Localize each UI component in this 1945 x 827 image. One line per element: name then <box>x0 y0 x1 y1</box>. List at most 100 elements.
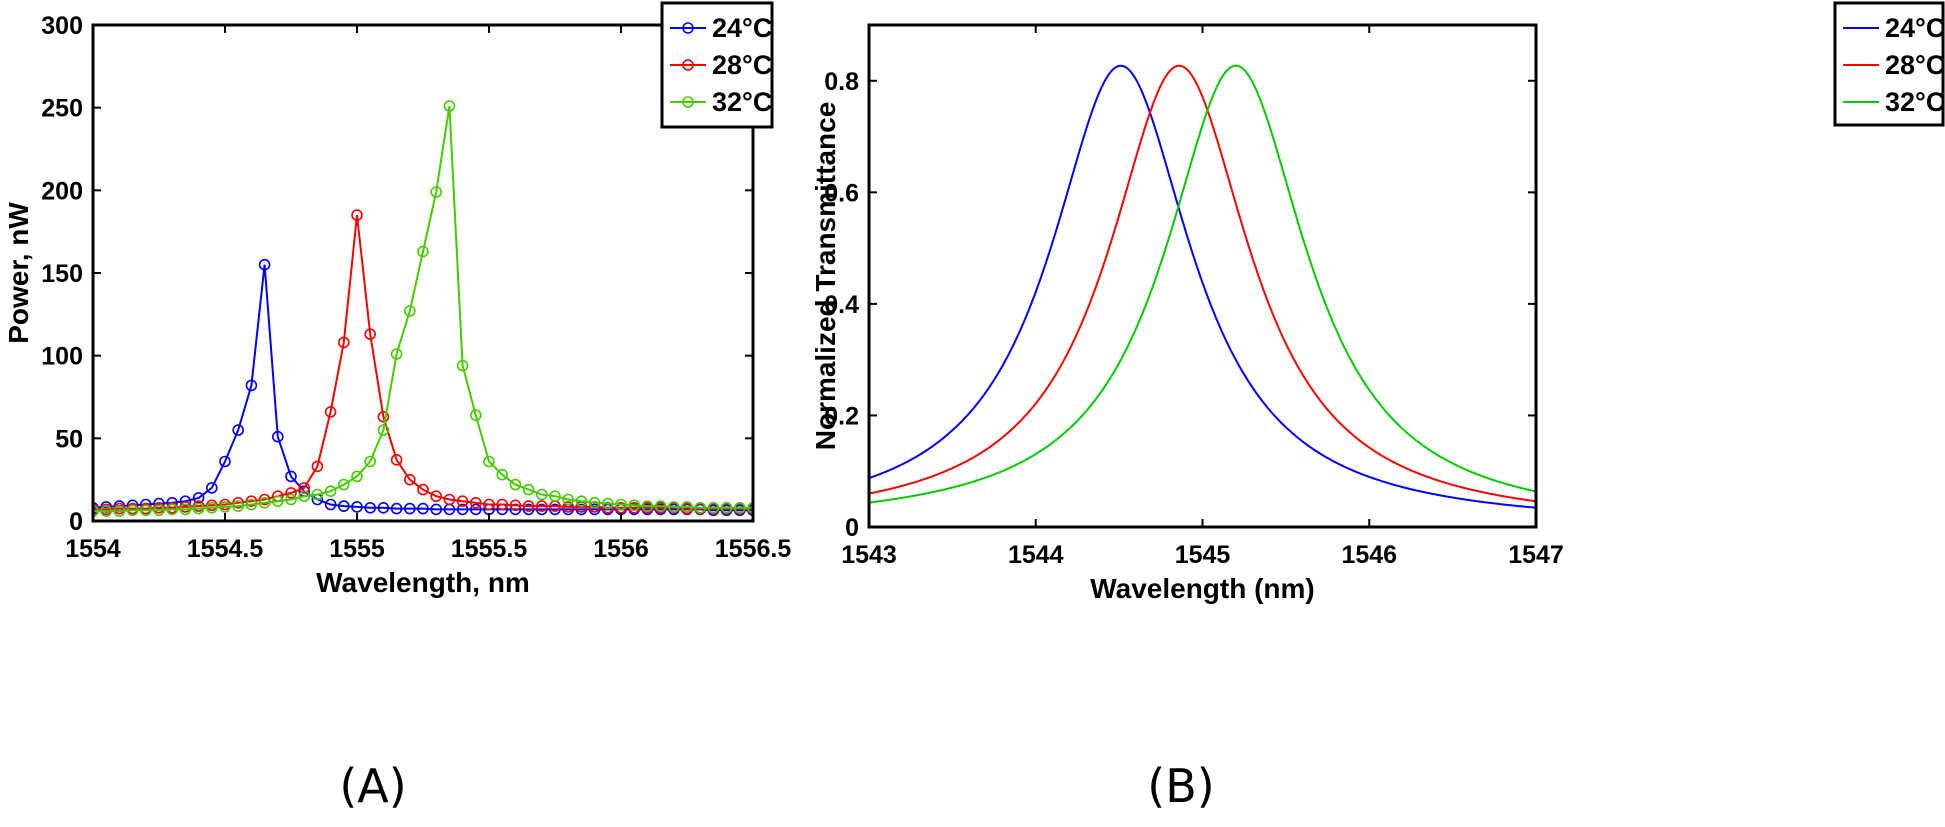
chart-a-data-point-32c <box>588 496 601 509</box>
chart-a-data-point-32c <box>377 424 390 436</box>
chart-a-data-point-32c <box>337 478 350 491</box>
chart-b-legend-label-28c: 28°C <box>1885 50 1945 80</box>
chart-a-legend-marker-32c <box>682 96 694 108</box>
chart-a-data-point-32c <box>615 498 627 511</box>
chart-a-data-point-28c <box>456 495 469 508</box>
chart-a-data-point-28c <box>403 473 416 486</box>
chart-b-legend: 24°C 28°C 32°C <box>1833 1 1945 127</box>
chart-a-data-point-32c <box>733 501 746 514</box>
chart-a-legend-label-28c: 28°C <box>712 50 772 80</box>
chart-a-data-point-32c <box>298 490 311 503</box>
chart-a-data-point-32c <box>324 485 337 498</box>
chart-a-frame <box>91 23 755 523</box>
chart-a-data-point-32c <box>535 488 548 501</box>
chart-a-ytick-label: 0 <box>69 508 83 536</box>
chart-a-data-point-32c <box>271 495 284 508</box>
chart-a-data-point-32c <box>443 100 456 112</box>
chart-a-data-point-32c <box>113 505 126 517</box>
chart-a-data-point-28c <box>469 496 482 509</box>
chart-a-data-point-28c <box>245 495 258 508</box>
chart-a-data-point-32c <box>496 468 509 481</box>
chart-a-data-point-24c <box>403 502 416 515</box>
chart-a-ytick-label: 100 <box>41 343 83 371</box>
chart-a-data-point-24c <box>206 482 218 494</box>
chart-a-data-point-24c <box>417 502 429 515</box>
chart-a-ytick-label: 200 <box>41 177 83 205</box>
chart-b-panel-label: (B) <box>1147 759 1214 813</box>
chart-a-data-point-32c <box>575 495 588 508</box>
chart-a-data-point-32c <box>100 505 112 517</box>
chart-a-data-point-24c <box>245 379 258 392</box>
chart-b-xtick-label: 1543 <box>841 541 897 569</box>
chart-a-data-point-28c <box>285 487 297 499</box>
chart-a-ytick-label: 50 <box>55 425 83 453</box>
chart-b-frame <box>867 23 1538 529</box>
chart-b: 1543 1544 1545 1546 1547 0 0.2 0.4 0.6 0.8 Wavele… <box>810 1 1945 813</box>
chart-a-data-point-28c <box>430 490 443 503</box>
chart-a-data-point-24c <box>351 501 363 513</box>
chart-a-data-point-28c <box>443 493 456 506</box>
chart-b-ytick-label: 0.4 <box>824 291 859 319</box>
chart-a-xlabel: Wavelength, nm <box>316 567 530 598</box>
chart-a-data-point-32c <box>364 455 377 468</box>
chart-a-xtick-label: 1555 <box>329 535 385 563</box>
chart-a-data-point-32c <box>351 470 363 483</box>
chart-a-data-point-32c <box>641 500 654 512</box>
chart-a-data-point-24c <box>469 503 482 516</box>
chart-a-data-point-32c <box>456 359 469 372</box>
chart-a-data-point-24c <box>285 470 297 483</box>
chart-a-data-point-24c <box>522 503 535 516</box>
chart-a-data-point-32c <box>522 483 535 496</box>
chart-a-data-point-28c <box>483 498 495 511</box>
chart-a-data-point-28c <box>496 498 509 511</box>
chart-a-data-point-32c <box>206 501 218 514</box>
chart-a-data-point-32c <box>153 504 165 517</box>
chart-b-xtick-label: 1544 <box>1008 541 1064 569</box>
chart-a-xtick-label: 1556.5 <box>715 535 792 563</box>
chart-a-data-point-32c <box>509 478 522 491</box>
chart-a-data-point-24c <box>456 503 469 516</box>
chart-b-legend-label-24c: 24°C <box>1885 13 1945 43</box>
chart-a-data-point-28c <box>377 410 390 423</box>
chart-b-xtick-label: 1546 <box>1341 541 1397 569</box>
chart-a-data-point-24c <box>258 258 271 271</box>
chart-a-xtick-label: 1554.5 <box>187 535 264 563</box>
chart-a-data-point-32c <box>469 409 482 422</box>
chart-a-data-point-32c <box>390 348 403 360</box>
chart-a-data-point-32c <box>403 305 416 317</box>
chart-a-data-point-24c <box>549 503 561 516</box>
chart-b-ytick-label: 0 <box>845 514 859 542</box>
chart-a-data-point-32c <box>126 504 139 517</box>
chart-b-series-line-24c <box>869 64 1536 509</box>
chart-a-legend-marker-24c <box>682 22 694 34</box>
chart-a-data-point-32c <box>601 497 614 510</box>
chart-a-data-point-32c <box>483 455 495 468</box>
chart-b-legend-label-32c: 32°C <box>1885 87 1945 117</box>
chart-a-panel-label: (A) <box>339 759 406 813</box>
chart-a-xtick-label: 1554 <box>65 535 121 563</box>
chart-a-data-point-28c <box>535 500 548 512</box>
chart-b-series-line-32c <box>869 64 1536 504</box>
chart-a-data-point-32c <box>681 501 693 513</box>
chart-a-data-point-32c <box>694 501 707 514</box>
chart-b-ytick-label: 0.8 <box>824 68 859 96</box>
chart-a-data-point-28c <box>615 501 627 514</box>
chart-a-data-point-32c <box>747 502 753 514</box>
chart-b-xtick-label: 1547 <box>1508 541 1564 569</box>
chart-a-data-point-24c <box>535 503 548 516</box>
chart-a-data-point-32c <box>628 499 641 512</box>
chart-b-series-line-28c <box>869 64 1536 503</box>
chart-a-data-point-32c <box>311 488 324 501</box>
chart-a-series-line-28c <box>93 214 753 511</box>
chart-a-data-point-32c <box>258 496 271 509</box>
chart-a-data-point-28c <box>509 499 522 512</box>
chart-a-data-point-32c <box>219 501 231 513</box>
chart-a-xtick-label: 1555.5 <box>451 535 528 563</box>
chart-a-data-point-28c <box>522 500 535 512</box>
chart-a-series-line-32c <box>93 105 753 513</box>
chart-a-data-point-24c <box>377 501 390 514</box>
chart-a-data-point-28c <box>258 493 271 506</box>
chart-a-data-point-28c <box>311 460 324 473</box>
chart-b-xtick-label: 1545 <box>1175 541 1231 569</box>
